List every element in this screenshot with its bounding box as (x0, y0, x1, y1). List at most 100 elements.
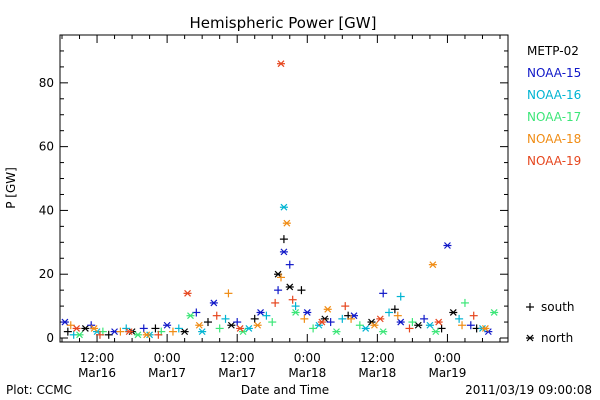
south-data-point (458, 321, 467, 330)
legend-entry: NOAA-16 (527, 88, 581, 102)
north-data-point (370, 321, 379, 329)
south-data-point (460, 298, 469, 307)
north-data-point (376, 315, 385, 323)
north-data-point (303, 309, 312, 316)
south-data-point (405, 324, 414, 333)
south-data-point (341, 302, 350, 311)
south-data-point (355, 321, 364, 330)
y-tick-label: 80 (39, 76, 54, 90)
north-data-point (317, 318, 326, 326)
south-data-point (455, 314, 464, 323)
north-data-point (180, 328, 189, 336)
north-data-point (526, 334, 534, 342)
south-data-point (212, 311, 221, 320)
south-data-point (221, 314, 230, 323)
marker-legend: south north (526, 300, 575, 345)
north-data-point (142, 331, 151, 339)
north-data-point (361, 325, 370, 332)
south-data-point (154, 330, 163, 339)
south-data-point (291, 302, 300, 311)
south-data-point (385, 308, 394, 317)
x-tick-date: Mar18 (358, 366, 396, 380)
x-axis-label: Date and Time (241, 383, 329, 397)
north-data-point (285, 283, 294, 291)
south-data-point (250, 314, 259, 323)
footer-timestamp: 2011/03/19 09:00:08 (465, 383, 592, 397)
north-data-point (428, 261, 437, 269)
y-tick-label: 20 (39, 267, 54, 281)
north-data-point (253, 321, 262, 329)
north-data-point (279, 248, 288, 256)
north-data-point (60, 318, 69, 326)
north-data-point (239, 328, 248, 336)
north-data-point (209, 299, 218, 307)
south-data-point (151, 324, 160, 333)
legend-entry: NOAA-19 (527, 154, 581, 168)
series-points (72, 60, 478, 339)
north-data-point (244, 325, 253, 332)
south-data-point (390, 305, 399, 314)
south-data-point (326, 318, 335, 327)
series-points (75, 298, 499, 339)
footer-plot-source: Plot: CCMC (6, 383, 72, 397)
north-data-point (75, 331, 84, 339)
south-data-point (204, 318, 212, 327)
north-data-point (90, 325, 99, 332)
y-tick-label: 40 (39, 203, 54, 217)
marker-legend-label: south (541, 300, 575, 314)
north-data-point (81, 325, 90, 332)
south-data-point (285, 260, 294, 269)
south-data-point (271, 298, 280, 307)
x-tick-time: 12:00 (220, 351, 255, 365)
south-data-point (116, 327, 125, 336)
north-data-point (279, 203, 288, 211)
legend-entry: METP-02 (527, 44, 579, 58)
y-axis-label: P [GW] (4, 167, 18, 209)
north-data-point (183, 289, 192, 297)
south-data-point (233, 318, 242, 327)
south-data-point (168, 327, 177, 336)
south-data-point (300, 314, 309, 323)
legend-entry: NOAA-15 (527, 66, 581, 80)
south-data-point (338, 314, 347, 323)
plot-frame (59, 34, 509, 343)
north-data-point (282, 219, 291, 227)
north-data-point (425, 321, 434, 329)
north-data-point (396, 318, 405, 326)
y-tick-label: 60 (39, 140, 54, 154)
south-data-point (396, 292, 405, 301)
south-data-point (174, 324, 183, 333)
south-data-point (288, 295, 297, 304)
north-data-point (443, 242, 452, 249)
south-data-point (139, 324, 148, 333)
north-data-point (434, 318, 443, 326)
legend-entry: NOAA-17 (527, 110, 581, 124)
south-data-point (262, 311, 271, 320)
chart-title: Hemispheric Power [GW] (190, 14, 377, 32)
north-data-point (133, 331, 142, 339)
north-data-point (72, 325, 81, 332)
south-data-point (66, 321, 75, 330)
x-tick-time: 12:00 (80, 351, 115, 365)
south-data-point (526, 303, 534, 311)
north-data-point (227, 321, 236, 329)
north-data-point (379, 328, 388, 336)
south-data-point (309, 324, 318, 333)
south-data-point (466, 321, 475, 330)
legend-entry: NOAA-18 (527, 132, 581, 146)
north-data-point (332, 328, 341, 336)
south-data-point (63, 327, 72, 336)
south-data-point (279, 235, 288, 244)
north-data-point (314, 321, 323, 329)
north-data-point (484, 328, 493, 336)
x-tick-date: Mar16 (78, 366, 116, 380)
south-data-point (347, 314, 356, 323)
south-data-point (437, 324, 446, 333)
south-data-point (297, 286, 306, 295)
south-data-point (469, 311, 478, 320)
north-data-point (195, 321, 204, 329)
x-tick-date: Mar18 (288, 366, 326, 380)
south-data-point (215, 324, 224, 333)
south-data-point (104, 330, 113, 339)
